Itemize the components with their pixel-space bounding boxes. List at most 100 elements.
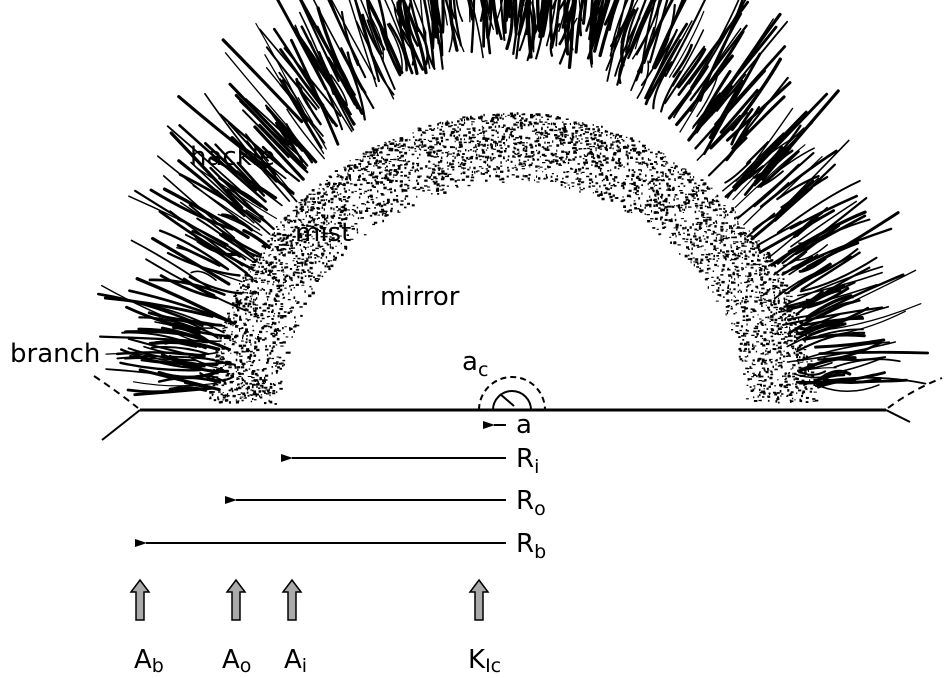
hackle-strand — [327, 0, 367, 79]
hackle-strand — [412, 0, 427, 33]
hackle-strand — [735, 132, 785, 182]
hackle-strand — [151, 236, 231, 286]
hackle-strand — [603, 0, 617, 26]
ac-sub: c — [478, 359, 488, 381]
hackle-strand — [660, 70, 682, 113]
hackle-strand — [776, 174, 820, 201]
hackle-strand — [567, 0, 576, 70]
hackle-strand — [758, 209, 836, 254]
hackle-strand — [803, 333, 866, 341]
hackle-label: hackle — [190, 142, 275, 172]
hackle-strand — [318, 51, 352, 116]
hackle-strand — [725, 81, 792, 142]
hackle-strand — [218, 176, 263, 208]
hackle-strand — [561, 0, 571, 29]
hackle-strand — [253, 125, 305, 181]
hackle-strand — [226, 188, 264, 219]
hackle-strand — [745, 92, 829, 180]
hackle-strand — [196, 217, 258, 263]
hackle-strand — [818, 328, 864, 337]
hackle-strand — [190, 161, 271, 235]
ac-main: a — [462, 347, 478, 377]
hackle-strand — [634, 0, 674, 82]
hackle-strand — [732, 110, 808, 189]
hackle-strand — [400, 28, 416, 66]
hackle-strand — [795, 217, 821, 237]
hackle-strand — [664, 45, 706, 105]
ai-sub: i — [302, 655, 307, 677]
hackle-strand — [719, 88, 759, 134]
hackle-strand — [549, 23, 561, 57]
hackle-strand — [204, 142, 258, 192]
hackle-strand — [422, 0, 436, 69]
hackle-strand — [499, 0, 506, 42]
hackle-strand — [446, 0, 452, 27]
hackle-strand — [594, 0, 605, 37]
mist-label: mist — [295, 218, 351, 248]
hackle-strand — [470, 0, 476, 54]
hackle-strand — [188, 275, 243, 295]
hackle-strand — [455, 0, 464, 22]
hackle-strand — [773, 139, 850, 218]
hackle-strand — [816, 376, 927, 385]
hackle-strand — [610, 0, 629, 51]
hackle-strand — [483, 0, 490, 40]
hackle-strand — [725, 129, 751, 162]
rb-sub: b — [534, 541, 546, 563]
hackle-strand — [289, 38, 340, 146]
hackle-strand — [773, 267, 829, 300]
hackle-strand — [730, 57, 782, 131]
hackle-strand — [264, 54, 325, 155]
hackle-strand — [169, 131, 244, 210]
hackle-strand — [781, 255, 814, 276]
hackle-strand — [487, 0, 491, 15]
hackle-strand — [724, 160, 752, 184]
hackle-strand — [578, 0, 585, 37]
rb-main: R — [516, 529, 534, 559]
a-label: a — [516, 410, 532, 440]
hackle-strand — [797, 369, 827, 376]
hackle-strand — [734, 106, 761, 147]
hackle-strand — [753, 124, 802, 187]
hackle-strand — [589, 0, 594, 65]
hackle-strand — [396, 1, 409, 34]
rb-label: Rb — [516, 529, 546, 563]
hackle-strand — [798, 371, 886, 385]
hackle-strand — [126, 386, 191, 394]
kic-main: K — [468, 645, 486, 675]
hackle-strand — [776, 246, 806, 265]
ro-main: R — [516, 486, 534, 516]
hackle-strand — [608, 0, 620, 31]
hackle-strand — [178, 124, 267, 203]
hackle-strand — [788, 254, 825, 276]
hackle-strand — [209, 166, 275, 231]
hackle-strand — [610, 0, 635, 48]
hackle-strand — [525, 0, 530, 36]
hackle-strand — [780, 284, 878, 313]
hackle-strand — [734, 144, 806, 208]
hackle-strand — [441, 0, 445, 34]
branch-label: branch — [10, 339, 100, 369]
hackle-strand — [401, 0, 419, 76]
hackle-strand — [384, 0, 406, 50]
ab-sub: b — [152, 655, 164, 677]
hackle-strand — [204, 92, 267, 176]
hackle-strand — [512, 0, 522, 56]
ab-label: Ab — [134, 645, 164, 677]
ac-label: ac — [462, 347, 488, 381]
hackle-strand — [221, 233, 262, 257]
hackle-strand — [551, 0, 558, 10]
hackle-strand — [640, 0, 657, 74]
hackle-strand — [711, 18, 774, 109]
hackle-strand — [789, 194, 858, 230]
hackle-strand — [467, 0, 475, 21]
hackle-strand — [533, 0, 545, 35]
hackle-strand — [790, 262, 832, 292]
hackle-strand — [479, 0, 486, 22]
hackle-strand — [132, 381, 222, 387]
hackle-strand — [224, 52, 291, 131]
hackle-strand — [800, 251, 861, 291]
hackle-strand — [326, 56, 357, 106]
hackle-strand — [355, 20, 395, 100]
hackle-strand — [234, 93, 307, 170]
